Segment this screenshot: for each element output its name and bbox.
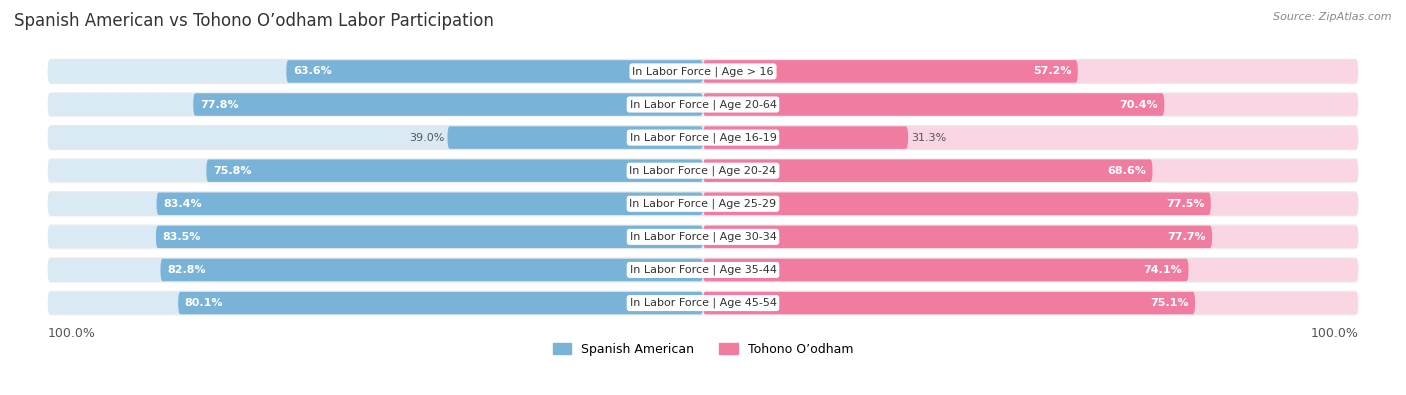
FancyBboxPatch shape — [48, 292, 703, 314]
FancyBboxPatch shape — [48, 60, 703, 83]
FancyBboxPatch shape — [207, 160, 703, 182]
FancyBboxPatch shape — [703, 292, 1195, 314]
FancyBboxPatch shape — [179, 292, 703, 314]
Text: 31.3%: 31.3% — [911, 133, 946, 143]
FancyBboxPatch shape — [48, 290, 1358, 316]
Text: In Labor Force | Age 30-34: In Labor Force | Age 30-34 — [630, 231, 776, 242]
Text: 83.4%: 83.4% — [163, 199, 201, 209]
FancyBboxPatch shape — [703, 292, 1358, 314]
Text: 57.2%: 57.2% — [1033, 66, 1071, 76]
Text: 63.6%: 63.6% — [292, 66, 332, 76]
Text: 77.8%: 77.8% — [200, 100, 239, 109]
Text: 75.8%: 75.8% — [212, 166, 252, 176]
FancyBboxPatch shape — [160, 259, 703, 281]
Legend: Spanish American, Tohono O’odham: Spanish American, Tohono O’odham — [547, 338, 859, 361]
Text: In Labor Force | Age 16-19: In Labor Force | Age 16-19 — [630, 132, 776, 143]
Text: In Labor Force | Age > 16: In Labor Force | Age > 16 — [633, 66, 773, 77]
FancyBboxPatch shape — [48, 192, 703, 215]
FancyBboxPatch shape — [703, 93, 1358, 116]
FancyBboxPatch shape — [48, 158, 1358, 183]
Text: 77.7%: 77.7% — [1167, 232, 1205, 242]
FancyBboxPatch shape — [48, 160, 703, 182]
Text: 75.1%: 75.1% — [1150, 298, 1188, 308]
FancyBboxPatch shape — [703, 259, 1188, 281]
FancyBboxPatch shape — [703, 60, 1078, 83]
FancyBboxPatch shape — [703, 259, 1358, 281]
FancyBboxPatch shape — [447, 126, 703, 149]
Text: 74.1%: 74.1% — [1143, 265, 1182, 275]
FancyBboxPatch shape — [48, 59, 1358, 84]
Text: In Labor Force | Age 45-54: In Labor Force | Age 45-54 — [630, 298, 776, 308]
FancyBboxPatch shape — [48, 191, 1358, 216]
FancyBboxPatch shape — [703, 160, 1358, 182]
FancyBboxPatch shape — [48, 258, 1358, 282]
Text: 77.5%: 77.5% — [1166, 199, 1205, 209]
FancyBboxPatch shape — [48, 125, 1358, 150]
FancyBboxPatch shape — [287, 60, 703, 83]
Text: 80.1%: 80.1% — [184, 298, 224, 308]
Text: 83.5%: 83.5% — [163, 232, 201, 242]
Text: 100.0%: 100.0% — [1310, 327, 1358, 340]
FancyBboxPatch shape — [703, 226, 1358, 248]
FancyBboxPatch shape — [193, 93, 703, 116]
FancyBboxPatch shape — [703, 160, 1153, 182]
Text: 70.4%: 70.4% — [1119, 100, 1157, 109]
FancyBboxPatch shape — [48, 92, 1358, 117]
Text: In Labor Force | Age 25-29: In Labor Force | Age 25-29 — [630, 199, 776, 209]
Text: 39.0%: 39.0% — [409, 133, 444, 143]
FancyBboxPatch shape — [48, 224, 1358, 250]
FancyBboxPatch shape — [156, 192, 703, 215]
Text: In Labor Force | Age 20-24: In Labor Force | Age 20-24 — [630, 166, 776, 176]
Text: 68.6%: 68.6% — [1107, 166, 1146, 176]
FancyBboxPatch shape — [48, 259, 703, 281]
FancyBboxPatch shape — [703, 192, 1358, 215]
FancyBboxPatch shape — [703, 126, 908, 149]
Text: Source: ZipAtlas.com: Source: ZipAtlas.com — [1274, 12, 1392, 22]
FancyBboxPatch shape — [48, 226, 703, 248]
FancyBboxPatch shape — [48, 93, 703, 116]
FancyBboxPatch shape — [48, 126, 703, 149]
Text: In Labor Force | Age 20-64: In Labor Force | Age 20-64 — [630, 99, 776, 110]
FancyBboxPatch shape — [703, 60, 1358, 83]
FancyBboxPatch shape — [703, 226, 1212, 248]
FancyBboxPatch shape — [703, 93, 1164, 116]
Text: 82.8%: 82.8% — [167, 265, 205, 275]
FancyBboxPatch shape — [703, 192, 1211, 215]
FancyBboxPatch shape — [156, 226, 703, 248]
Text: Spanish American vs Tohono O’odham Labor Participation: Spanish American vs Tohono O’odham Labor… — [14, 12, 494, 30]
Text: 100.0%: 100.0% — [48, 327, 96, 340]
Text: In Labor Force | Age 35-44: In Labor Force | Age 35-44 — [630, 265, 776, 275]
FancyBboxPatch shape — [703, 126, 1358, 149]
